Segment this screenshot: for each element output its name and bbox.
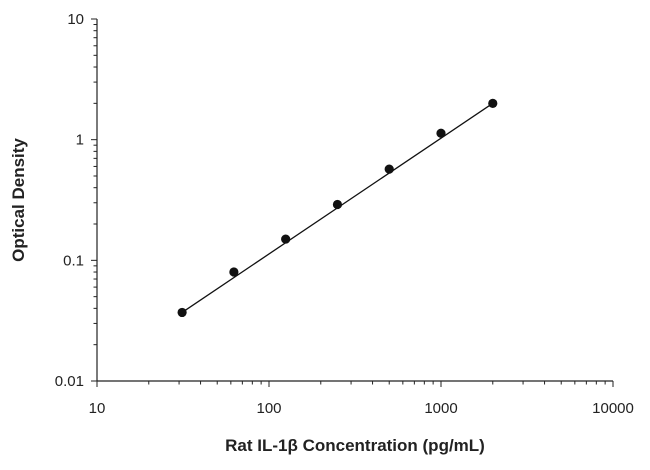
data-point	[281, 234, 291, 244]
data-point	[177, 307, 187, 318]
y-tick-labels: 0.01 0.1 1 10	[55, 11, 84, 390]
data-point	[488, 98, 498, 108]
y-tick-label: 0.1	[63, 252, 84, 269]
data-points	[177, 98, 498, 318]
data-point	[229, 267, 239, 277]
data-point	[332, 199, 343, 210]
y-axis-title: Optical Density	[9, 138, 28, 262]
x-tick-label: 100	[256, 400, 281, 417]
x-tick-label: 10	[89, 400, 106, 417]
x-tick-label: 1000	[424, 400, 457, 417]
data-point	[384, 164, 394, 174]
y-tick-label: 1	[76, 132, 84, 149]
x-tick-label: 10000	[592, 400, 634, 417]
x-axis-title: Rat IL-1β Concentration (pg/mL)	[225, 436, 485, 455]
y-tick-label: 0.01	[55, 373, 84, 390]
y-tick-label: 10	[67, 11, 84, 28]
axis-ticks	[91, 18, 614, 387]
data-point	[436, 128, 446, 138]
x-tick-labels: 10 100 1000 10000	[89, 400, 634, 417]
